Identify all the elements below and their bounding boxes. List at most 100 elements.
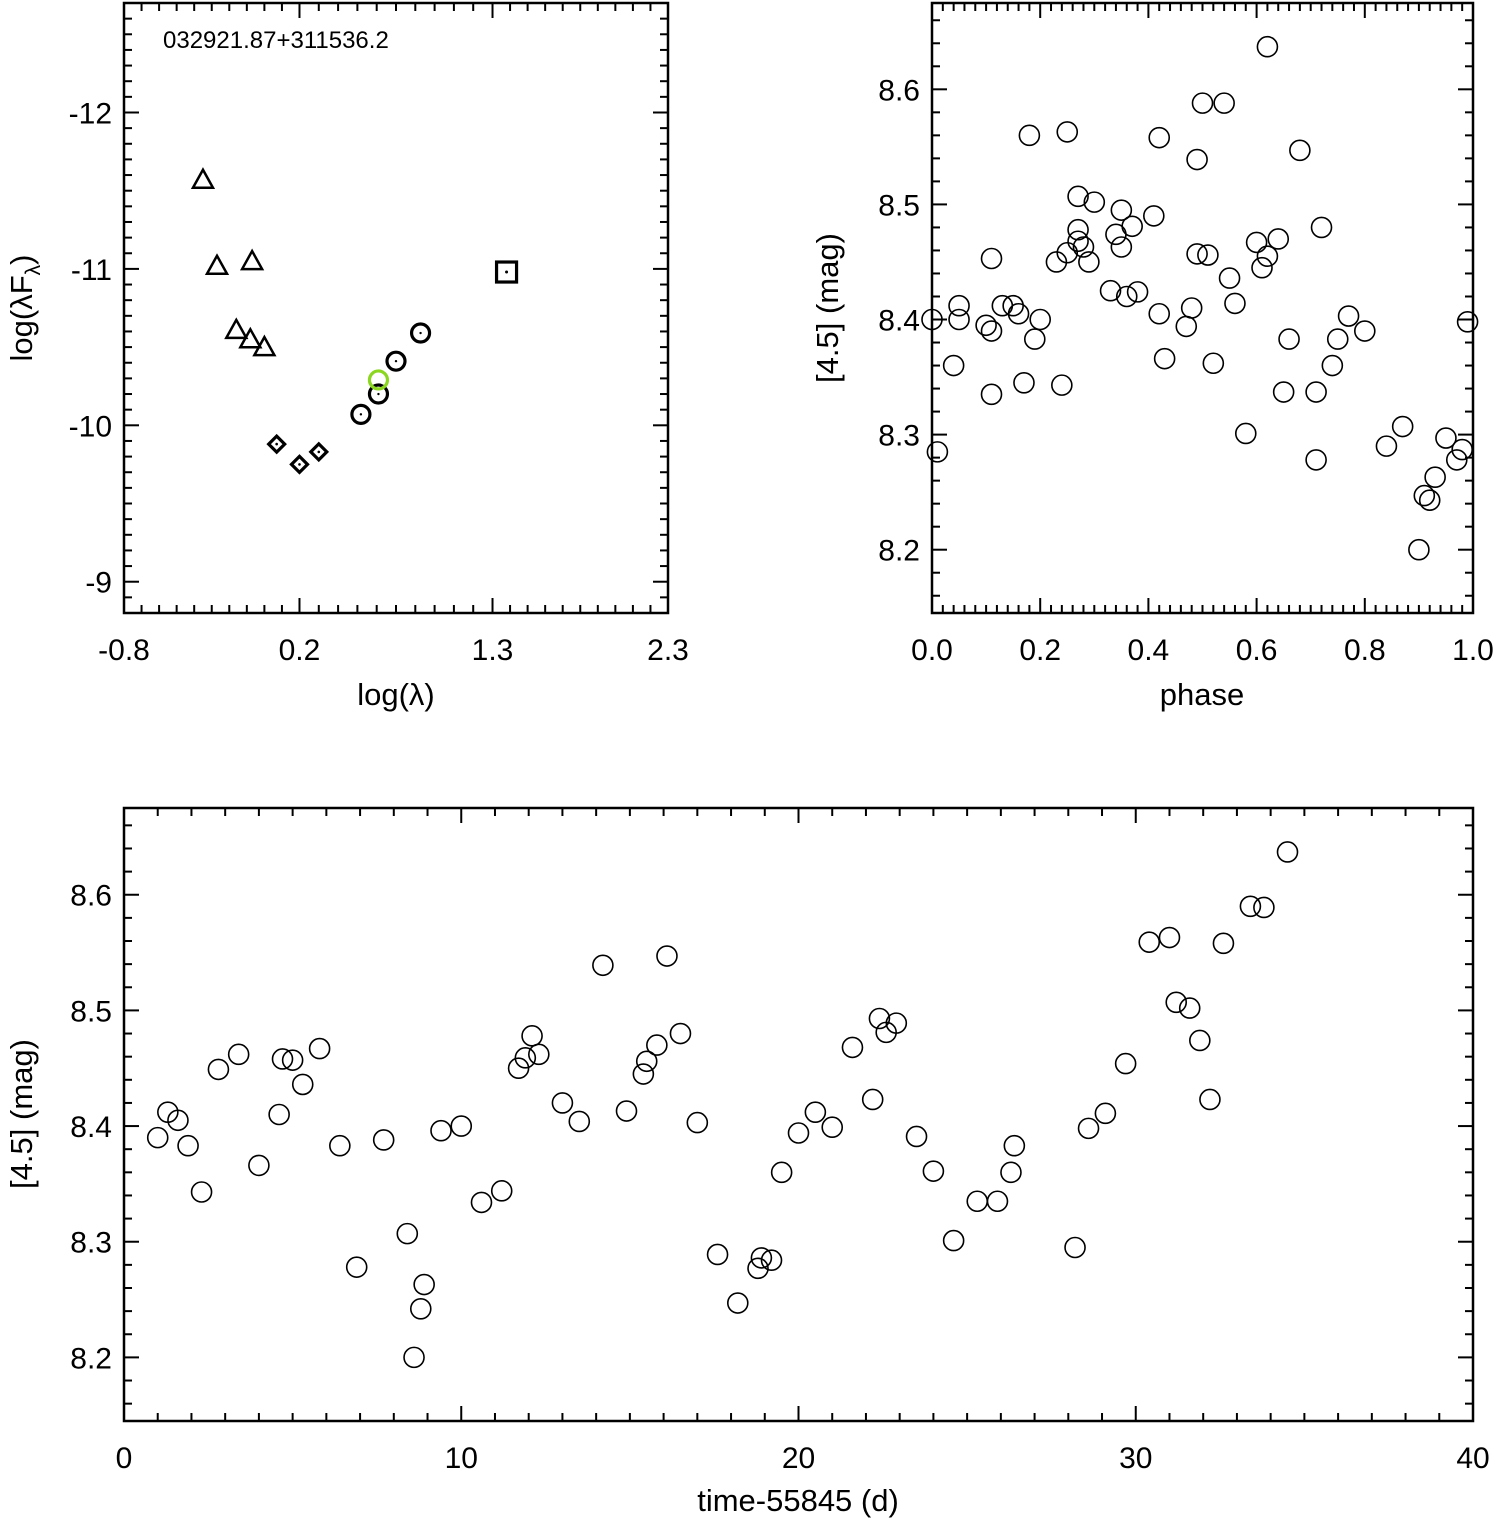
phase-tick-labels: 0.0 0.2 0.4 0.6 0.8 1.0 8.2 8.3 8.4 8.5 8.6 bbox=[878, 74, 1494, 667]
phase-data-point bbox=[980, 383, 1003, 406]
phase-data-point bbox=[1289, 139, 1311, 162]
time-x-tick-label: 30 bbox=[1119, 1442, 1152, 1475]
sed-diamond-point bbox=[289, 454, 310, 475]
phase-x-tick-label: 0.4 bbox=[1128, 634, 1170, 667]
phase-data-point bbox=[1391, 415, 1414, 438]
sed-data-points bbox=[190, 167, 519, 475]
time-data-point bbox=[372, 1129, 395, 1151]
time-data-point bbox=[885, 1012, 908, 1034]
time-data-points bbox=[146, 841, 1299, 1369]
time-data-point bbox=[1165, 991, 1188, 1014]
time-data-point bbox=[396, 1222, 419, 1245]
phase-x-tick-label: 0.2 bbox=[1019, 634, 1061, 667]
time-data-point bbox=[268, 1103, 290, 1126]
phase-data-point bbox=[1278, 328, 1300, 350]
time-data-point bbox=[1138, 931, 1161, 953]
sed-square-center-dot bbox=[505, 270, 509, 274]
time-data-point bbox=[986, 1190, 1009, 1213]
phase-data-point bbox=[1110, 199, 1133, 221]
sed-circle-center-dot bbox=[419, 331, 422, 335]
phase-data-point bbox=[1354, 320, 1376, 342]
sed-circle-point bbox=[409, 322, 432, 344]
time-data-point bbox=[1077, 1117, 1100, 1140]
time-data-point bbox=[430, 1119, 452, 1142]
time-data-point bbox=[656, 945, 678, 967]
phase-data-point bbox=[926, 441, 949, 463]
phase-data-point bbox=[921, 308, 943, 331]
sed-ticks bbox=[123, 3, 669, 613]
time-y-tick-label: 8.3 bbox=[70, 1227, 112, 1260]
sed-circle-center-dot bbox=[394, 359, 398, 363]
phase-x-tick-label: 0.0 bbox=[911, 634, 953, 667]
time-data-point bbox=[1189, 1029, 1211, 1052]
phase-data-point bbox=[1007, 302, 1030, 325]
phase-data-point bbox=[1326, 328, 1349, 350]
phase-ticks bbox=[931, 3, 1474, 613]
time-ticks bbox=[123, 808, 1474, 1421]
time-data-point bbox=[905, 1125, 928, 1148]
sed-triangle-point bbox=[224, 317, 249, 340]
time-data-point bbox=[227, 1043, 250, 1066]
phase-data-point bbox=[1072, 236, 1095, 258]
time-data-point bbox=[942, 1229, 965, 1252]
time-data-point bbox=[669, 1022, 692, 1045]
phase-y-tick-label: 8.6 bbox=[878, 74, 920, 107]
time-data-point bbox=[528, 1043, 550, 1066]
phase-data-point bbox=[1083, 191, 1106, 213]
sed-tick-labels: -0.8 0.2 1.3 2.3 -9 -10 -11 -12 bbox=[69, 97, 689, 667]
phase-data-point bbox=[1110, 236, 1133, 258]
time-data-point bbox=[167, 1109, 189, 1132]
phase-data-point bbox=[1272, 381, 1295, 403]
time-data-point bbox=[1000, 1161, 1022, 1184]
time-data-point bbox=[403, 1346, 425, 1369]
time-x-axis-title: time-55845 (d) bbox=[697, 1483, 899, 1518]
time-data-point bbox=[966, 1190, 989, 1213]
phase-data-point bbox=[1099, 279, 1122, 302]
time-data-point bbox=[787, 1122, 810, 1144]
time-data-point bbox=[1239, 895, 1262, 918]
sed-circle-point bbox=[350, 403, 372, 425]
phase-data-point bbox=[1197, 244, 1219, 266]
time-data-point bbox=[490, 1180, 513, 1202]
phase-data-point bbox=[1451, 438, 1473, 461]
time-y-axis-title: [4.5] (mag) bbox=[4, 1039, 39, 1189]
phase-data-point bbox=[1267, 228, 1290, 250]
phase-data-point bbox=[1056, 121, 1079, 143]
phase-data-point bbox=[1418, 489, 1441, 512]
sed-y-axis-title: log(λFλ) bbox=[4, 255, 45, 362]
time-data-point bbox=[922, 1160, 945, 1182]
time-data-point bbox=[329, 1134, 351, 1157]
time-data-point bbox=[770, 1161, 793, 1184]
sed-circle-point bbox=[385, 350, 407, 372]
time-data-point bbox=[750, 1247, 773, 1269]
time-data-point bbox=[413, 1273, 435, 1296]
phase-data-point bbox=[1056, 241, 1079, 264]
time-data-point bbox=[1253, 896, 1275, 919]
time-data-point bbox=[409, 1298, 432, 1320]
phase-y-tick-label: 8.5 bbox=[878, 189, 920, 222]
time-data-point bbox=[470, 1191, 493, 1214]
time-data-point bbox=[1003, 1134, 1026, 1157]
phase-data-point bbox=[1143, 205, 1165, 227]
sed-diamond-center-dot bbox=[298, 463, 301, 466]
phase-panel: 0.0 0.2 0.4 0.6 0.8 1.08.28.38.48.58.6 phase … bbox=[810, 1, 1494, 712]
phase-data-point bbox=[1256, 245, 1279, 268]
phase-data-point bbox=[1375, 435, 1398, 457]
sed-triangle-point bbox=[204, 253, 230, 276]
sed-x-tick-label: 0.2 bbox=[279, 634, 321, 667]
phase-data-point bbox=[1186, 148, 1208, 171]
phase-data-point bbox=[1234, 422, 1257, 445]
sed-panel: -0.8 0.2 1.3 2.3 -9 -10 -11 -12 032921.87+31153… bbox=[4, 1, 689, 712]
time-data-point bbox=[291, 1073, 314, 1096]
time-panel: 0 10 20 30 408.28.38.48.58.6 time-55845 (d) … bbox=[4, 806, 1490, 1518]
sed-diamond-point bbox=[308, 441, 330, 463]
phase-data-point bbox=[1148, 126, 1171, 149]
time-data-point bbox=[551, 1092, 574, 1114]
phase-x-tick-label: 0.6 bbox=[1236, 634, 1278, 667]
phase-data-point bbox=[1180, 297, 1203, 319]
phase-data-point bbox=[1456, 311, 1479, 333]
time-data-point bbox=[1064, 1236, 1086, 1259]
time-x-tick-label: 10 bbox=[445, 1442, 478, 1475]
phase-data-point bbox=[1148, 302, 1171, 325]
sed-diamond-point bbox=[266, 433, 287, 455]
